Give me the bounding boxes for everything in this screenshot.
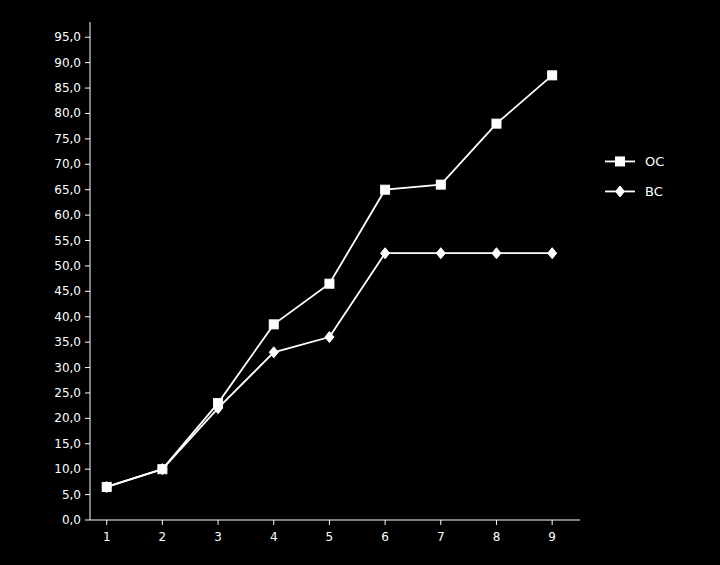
y-tick [85, 367, 90, 368]
y-tick-label: 95,0 [54, 30, 81, 44]
series-marker [436, 248, 445, 259]
y-tick-label: 75,0 [54, 132, 81, 146]
y-tick [85, 418, 90, 419]
y-tick-label: 85,0 [54, 81, 81, 95]
y-tick [85, 113, 90, 114]
y-tick-label: 50,0 [54, 259, 81, 273]
y-tick [85, 265, 90, 266]
x-tick-label: 8 [493, 530, 501, 544]
x-tick [218, 520, 219, 525]
series-line [107, 253, 552, 487]
series-marker [492, 119, 501, 128]
x-tick-label: 9 [548, 530, 556, 544]
y-tick-label: 40,0 [54, 310, 81, 324]
series-marker [381, 248, 390, 259]
background [0, 0, 720, 565]
x-tick-label: 6 [381, 530, 389, 544]
y-tick-label: 0,0 [62, 513, 81, 527]
y-tick [85, 494, 90, 495]
series-marker [269, 320, 278, 329]
y-tick [85, 164, 90, 165]
x-tick [106, 520, 107, 525]
y-tick-label: 90,0 [54, 56, 81, 70]
y-tick [85, 240, 90, 241]
series-marker [102, 481, 111, 492]
y-tick-label: 70,0 [54, 157, 81, 171]
series-marker [548, 248, 557, 259]
x-tick-label: 3 [214, 530, 222, 544]
x-tick [385, 520, 386, 525]
x-tick [329, 520, 330, 525]
y-tick [85, 88, 90, 89]
x-axis-line [90, 520, 580, 521]
y-tick [85, 520, 90, 521]
y-tick [85, 189, 90, 190]
axes: 0,0 5,0 10,0 15,0 20,0 25,0 30,0 35,0 40,0 45,0 50… [54, 22, 580, 544]
legend-label: OC [645, 154, 664, 169]
x-tick-label: 5 [326, 530, 334, 544]
y-tick-label: 60,0 [54, 208, 81, 222]
y-tick [85, 316, 90, 317]
y-tick [85, 392, 90, 393]
series-marker [492, 248, 501, 259]
legend: OC BC [605, 154, 664, 199]
series-marker [548, 71, 557, 80]
y-tick-label: 80,0 [54, 106, 81, 120]
y-tick-label: 35,0 [54, 335, 81, 349]
y-tick-label: 20,0 [54, 411, 81, 425]
series-line [107, 75, 552, 487]
x-tick [162, 520, 163, 525]
series-marker [381, 185, 390, 194]
series-marker [214, 403, 223, 414]
x-tick [273, 520, 274, 525]
x-tick-label: 4 [270, 530, 278, 544]
y-tick [85, 215, 90, 216]
x-tick-label: 7 [437, 530, 445, 544]
y-axis-line [90, 22, 91, 520]
y-tick-label: 5,0 [62, 488, 81, 502]
y-tick [85, 342, 90, 343]
y-tick [85, 62, 90, 63]
x-tick [496, 520, 497, 525]
y-tick-label: 25,0 [54, 386, 81, 400]
y-tick [85, 37, 90, 38]
x-tick-label: 1 [103, 530, 111, 544]
y-tick [85, 469, 90, 470]
chart: 0,0 5,0 10,0 15,0 20,0 25,0 30,0 35,0 40,0 45,0 50… [0, 0, 720, 565]
series-marker [325, 332, 334, 343]
series-marker [436, 180, 445, 189]
x-tick [440, 520, 441, 525]
y-tick-label: 15,0 [54, 437, 81, 451]
y-tick [85, 291, 90, 292]
legend-marker [616, 157, 625, 166]
y-tick [85, 138, 90, 139]
series-marker [325, 279, 334, 288]
legend-label: BC [645, 184, 663, 199]
y-tick-label: 10,0 [54, 462, 81, 476]
series-marker [269, 347, 278, 358]
y-tick-label: 45,0 [54, 284, 81, 298]
x-tick-label: 2 [159, 530, 167, 544]
series-marker [102, 482, 111, 491]
y-tick-label: 55,0 [54, 234, 81, 248]
y-tick-label: 30,0 [54, 361, 81, 375]
series-group [102, 71, 556, 493]
y-tick [85, 443, 90, 444]
x-tick [552, 520, 553, 525]
series-marker [158, 464, 167, 475]
y-tick-label: 65,0 [54, 183, 81, 197]
legend-marker [616, 186, 625, 197]
